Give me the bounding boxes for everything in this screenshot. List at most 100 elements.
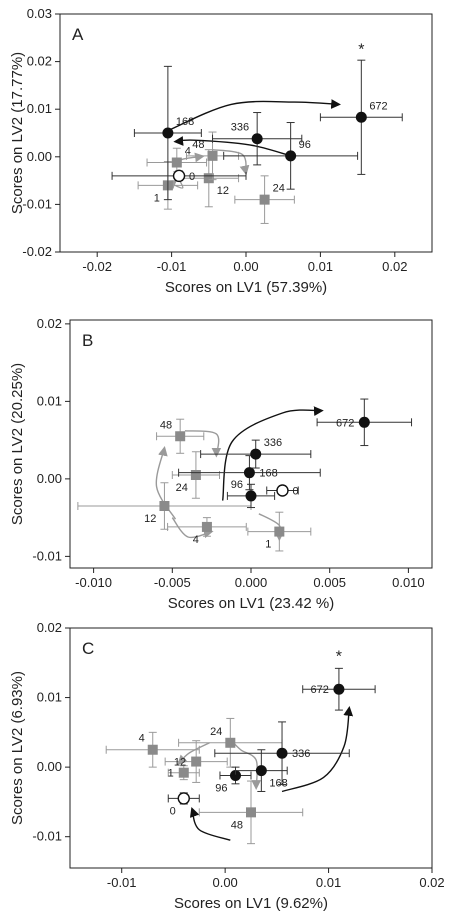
- point-label: 4: [139, 733, 145, 745]
- x-tick-label: 0.00: [233, 259, 258, 274]
- trajectory-arrow: [189, 807, 231, 841]
- point-label: 24: [210, 726, 222, 738]
- data-point-square: [178, 767, 189, 778]
- data-point-square: [225, 737, 236, 748]
- point-label: 4: [185, 146, 191, 158]
- x-tick-label: -0.01: [107, 875, 137, 890]
- data-point-filled: [229, 769, 241, 781]
- point-label: 96: [231, 479, 243, 491]
- data-point-open: [177, 792, 190, 805]
- x-tick-label: 0.02: [419, 875, 444, 890]
- data-point-filled: [251, 133, 263, 145]
- data-point-square: [274, 526, 285, 537]
- y-tick-label: 0.02: [37, 316, 62, 331]
- point-label: 24: [176, 482, 188, 494]
- point-label: 48: [192, 139, 204, 151]
- point-label: 12: [174, 757, 186, 769]
- x-axis-label: Scores on LV1 (57.39%): [165, 279, 327, 296]
- plot-frame: [69, 319, 433, 569]
- panel-letter: C: [82, 639, 94, 658]
- data-point-filled: [285, 150, 297, 162]
- data-point-filled: [245, 490, 257, 502]
- data-point-square: [207, 150, 218, 161]
- data-point-filled: [358, 416, 370, 428]
- panel-letter: B: [82, 331, 93, 350]
- point-label: 0: [292, 486, 298, 498]
- y-tick-label: -0.01: [32, 548, 62, 563]
- x-tick-label: -0.010: [75, 575, 112, 590]
- y-tick-label: -0.01: [32, 829, 62, 844]
- data-point-open: [172, 169, 186, 183]
- data-point-square: [246, 807, 256, 818]
- y-tick-label: 0.01: [37, 393, 62, 408]
- data-point-filled: [333, 683, 345, 695]
- point-label: 168: [269, 778, 287, 790]
- y-tick-label: 0.03: [27, 6, 52, 21]
- trajectory-arrow-gray: [212, 148, 250, 176]
- data-point-square: [259, 194, 270, 205]
- y-tick-label: 0.02: [37, 620, 62, 635]
- x-tick-label: 0.000: [235, 575, 268, 590]
- x-tick-label: 0.01: [316, 875, 341, 890]
- trajectory-arrow-gray: [155, 445, 177, 520]
- point-label: 336: [264, 437, 282, 449]
- y-tick-label: 0.00: [37, 471, 62, 486]
- point-label: 24: [273, 183, 285, 195]
- data-point-filled: [162, 127, 174, 139]
- x-tick-label: -0.02: [82, 259, 112, 274]
- point-label: 672: [336, 417, 354, 429]
- y-tick-label: 0.01: [27, 101, 52, 116]
- trajectory-arrow-gray: [171, 517, 214, 539]
- panel-b: -0.010 -0.005 0.000 0.005 0.010-0.010.000.01…: [9, 316, 433, 612]
- trajectory-arrow: [281, 706, 354, 793]
- data-point-filled: [355, 111, 367, 123]
- point-label: 96: [299, 139, 311, 151]
- data-point-filled: [250, 448, 262, 460]
- data-point-square: [191, 756, 202, 767]
- y-axis-label: Scores on LV2 (20.25%): [9, 363, 26, 525]
- y-tick-label: -0.01: [22, 196, 52, 211]
- point-label: 168: [259, 468, 277, 480]
- significance-marker: *: [358, 41, 364, 58]
- point-label: 96: [215, 782, 227, 794]
- trajectory-arrow-gray: [184, 430, 222, 458]
- trajectory-arrow: [173, 136, 291, 157]
- plot-frame: [69, 627, 433, 869]
- point-label: 168: [176, 116, 194, 128]
- data-point-open: [276, 484, 289, 497]
- x-axis-label: Scores on LV1 (9.62%): [174, 895, 328, 912]
- data-point-filled: [276, 747, 288, 759]
- point-label: 0: [189, 171, 195, 183]
- point-label: 1: [168, 768, 174, 780]
- point-label: 4: [193, 534, 199, 546]
- data-point-filled: [243, 467, 255, 479]
- point-label: 48: [231, 819, 243, 831]
- data-point-filled: [255, 765, 267, 777]
- y-tick-label: 0.01: [37, 690, 62, 705]
- data-point-square: [147, 744, 158, 755]
- point-label: 1: [265, 539, 271, 551]
- data-point-square: [201, 521, 212, 532]
- point-label: 336: [292, 748, 310, 760]
- panel-c: -0.01 0.00 0.01 0.02 -0.01 0.00 0.01 0.02 Scores…: [9, 620, 445, 912]
- point-label: 48: [160, 419, 172, 431]
- y-axis-label: Scores on LV2 (17.77%): [9, 52, 26, 214]
- data-point-square: [175, 431, 186, 442]
- x-tick-label: 0.02: [382, 259, 407, 274]
- x-tick-label: -0.005: [154, 575, 191, 590]
- point-label: 336: [231, 122, 249, 134]
- x-tick-label: 0.005: [313, 575, 346, 590]
- point-label: 672: [369, 100, 387, 112]
- significance-marker: *: [336, 648, 342, 665]
- x-tick-label: 0.010: [392, 575, 425, 590]
- panel-letter: A: [72, 25, 84, 44]
- data-point-square: [171, 157, 182, 168]
- point-label: 12: [144, 513, 156, 525]
- x-tick-label: -0.01: [157, 259, 187, 274]
- data-point-square: [159, 501, 170, 511]
- y-axis-label: Scores on LV2 (6.93%): [9, 671, 26, 825]
- point-label: 672: [311, 684, 329, 696]
- y-tick-label: -0.02: [22, 244, 52, 259]
- x-tick-label: 0.00: [212, 875, 237, 890]
